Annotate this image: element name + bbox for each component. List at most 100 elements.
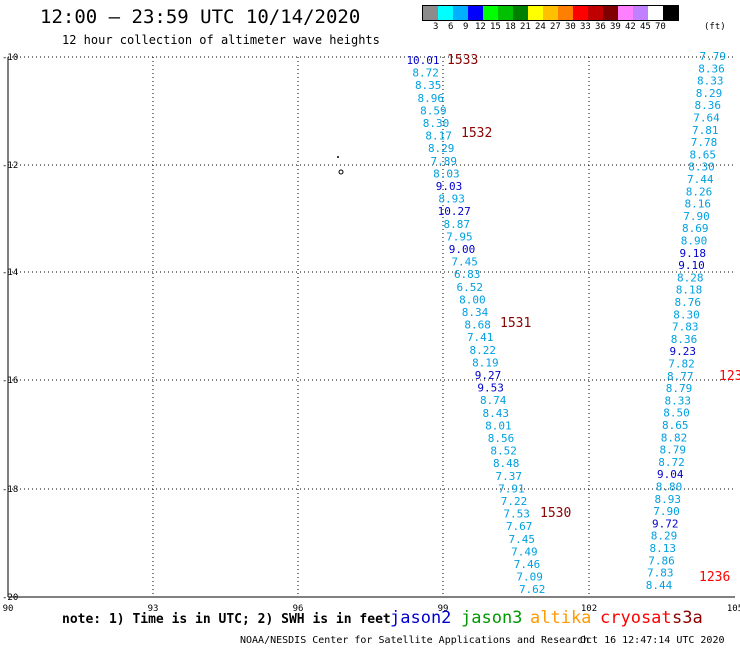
- legend-swatch: [468, 6, 483, 20]
- legend-tick-label: 21: [520, 22, 531, 32]
- wave-height-value: 7.45: [509, 533, 536, 546]
- legend-swatch: [453, 6, 468, 20]
- wave-height-value: 8.36: [698, 62, 725, 75]
- wave-height-value: 9.00: [449, 243, 476, 256]
- wave-height-value: 8.79: [660, 444, 687, 457]
- wave-height-value: 7.86: [648, 554, 675, 567]
- wave-height-value: 8.01: [485, 419, 512, 432]
- satellite-name: altika: [530, 608, 592, 628]
- satellite-name: jason2: [390, 608, 452, 628]
- color-legend-bar: [422, 5, 679, 21]
- wave-height-value: 10.27: [438, 205, 471, 218]
- legend-swatch: [633, 6, 648, 20]
- legend-tick-label: 3: [433, 22, 439, 32]
- track-number-label: 123: [719, 369, 740, 384]
- wave-height-value: 7.44: [687, 173, 714, 186]
- wave-height-value: 7.22: [501, 495, 528, 508]
- wave-height-value: 8.33: [665, 394, 692, 407]
- wave-height-value: 7.82: [668, 358, 695, 371]
- wave-height-value: 8.93: [655, 493, 682, 506]
- wave-height-value: 7.90: [653, 505, 680, 518]
- track-number-label: 1533: [447, 53, 478, 68]
- legend-swatch: [603, 6, 618, 20]
- wave-height-value: 7.83: [647, 567, 674, 580]
- wave-height-value: 8.34: [462, 306, 489, 319]
- satellite-name: s3a: [672, 608, 703, 628]
- wave-height-value: 9.27: [475, 369, 502, 382]
- island-dot: [337, 156, 339, 158]
- wave-height-value: 8.30: [688, 161, 715, 174]
- wave-height-value: 7.95: [446, 230, 473, 243]
- lat-tick-label: -10: [2, 53, 18, 63]
- wave-height-value: 7.91: [498, 482, 525, 495]
- wave-height-value: 8.65: [662, 419, 689, 432]
- legend-tick-label: 30: [565, 22, 576, 32]
- wave-height-value: 7.90: [683, 210, 710, 223]
- legend-tick-label: 6: [448, 22, 454, 32]
- lon-tick-label: 102: [581, 604, 597, 614]
- wave-height-value: 8.65: [690, 148, 717, 161]
- wave-height-value: 8.19: [472, 356, 499, 369]
- legend-tick-label: 24: [535, 22, 546, 32]
- wave-height-value: 7.49: [511, 545, 538, 558]
- legend-swatch: [588, 6, 603, 20]
- legend-tick-label: 45: [640, 22, 651, 32]
- legend-swatch: [513, 6, 528, 20]
- lon-tick-label: 90: [3, 604, 14, 614]
- legend-tick-label: 9: [463, 22, 469, 32]
- wave-height-value: 8.93: [438, 193, 465, 206]
- legend-swatch: [528, 6, 543, 20]
- wave-height-value: 8.79: [666, 382, 693, 395]
- legend-tick-label: 27: [550, 22, 561, 32]
- wave-height-value: 8.33: [697, 75, 724, 88]
- legend-swatch: [663, 6, 678, 20]
- legend-tick-label: 18: [505, 22, 516, 32]
- satellite-name: jason3: [461, 608, 523, 628]
- credit-line: NOAA/NESDIS Center for Satellite Applica…: [240, 635, 590, 646]
- legend-swatch: [648, 6, 663, 20]
- wave-height-value: 8.59: [420, 104, 447, 117]
- track-number-label: 1532: [461, 126, 492, 141]
- wave-height-value: 9.10: [678, 259, 705, 272]
- wave-height-value: 7.09: [516, 571, 543, 584]
- wave-height-value: 8.13: [650, 542, 677, 555]
- legend-tick-label: 70: [655, 22, 666, 32]
- satellite-name: cryosat: [600, 608, 672, 628]
- wave-height-value: 8.29: [428, 142, 455, 155]
- wave-height-value: 8.90: [681, 235, 708, 248]
- wave-height-value: 8.29: [651, 530, 678, 543]
- wave-height-value: 8.30: [673, 308, 700, 321]
- lon-tick-label: 96: [293, 604, 304, 614]
- legend-tick-label: 36: [595, 22, 606, 32]
- wave-height-value: 9.04: [657, 468, 684, 481]
- wave-height-value: 8.52: [490, 445, 517, 458]
- legend-tick-label: 12: [475, 22, 486, 32]
- wave-height-value: 8.00: [459, 293, 486, 306]
- legend-tick-label: 42: [625, 22, 636, 32]
- track-number-label: 1236: [699, 570, 730, 585]
- wave-height-value: 8.16: [685, 198, 712, 211]
- wave-height-value: 8.30: [423, 117, 450, 130]
- wave-height-value: 8.35: [415, 79, 442, 92]
- lon-tick-label: 105: [727, 604, 740, 614]
- wave-height-value: 7.45: [451, 256, 478, 269]
- wave-height-value: 7.81: [692, 124, 719, 137]
- wave-height-value: 7.67: [506, 520, 533, 533]
- wave-height-value: 8.36: [695, 99, 722, 112]
- wave-height-value: 8.72: [412, 67, 439, 80]
- legend-tick-label: 33: [580, 22, 591, 32]
- wave-height-value: 7.89: [431, 155, 458, 168]
- page-subtitle: 12 hour collection of altimeter wave hei…: [62, 33, 380, 47]
- legend-swatch: [423, 6, 438, 20]
- legend-swatch: [573, 6, 588, 20]
- wave-height-value: 7.37: [496, 470, 523, 483]
- footer-note: note: 1) Time is in UTC; 2) SWH is in fe…: [62, 612, 391, 627]
- island-dot: [338, 169, 344, 175]
- wave-height-value: 7.53: [503, 508, 530, 521]
- wave-height-value: 8.77: [667, 370, 694, 383]
- wave-height-value: 8.87: [444, 218, 471, 231]
- wave-height-value: 8.03: [433, 167, 460, 180]
- wave-height-value: 8.74: [480, 394, 507, 407]
- lon-tick-label: 93: [148, 604, 159, 614]
